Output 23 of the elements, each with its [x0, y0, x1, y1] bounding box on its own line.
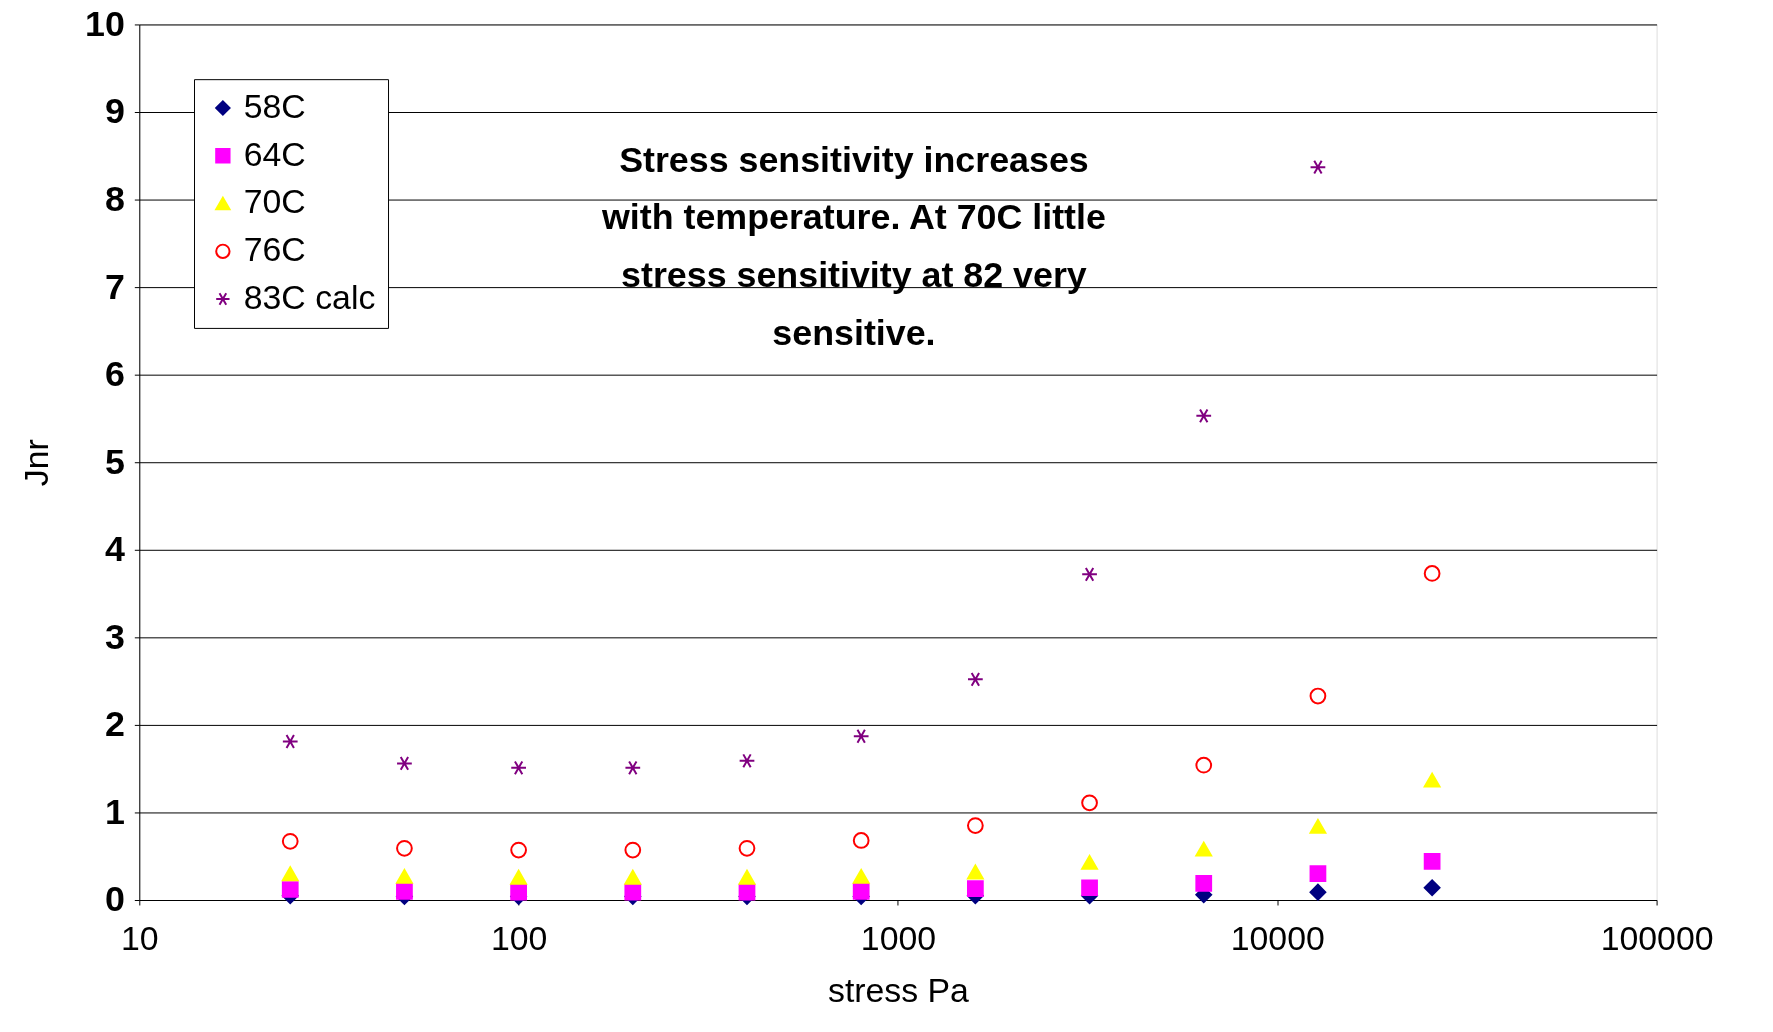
- y-tick-label: 8: [104, 179, 125, 220]
- y-tick-label: 6: [104, 354, 125, 395]
- y-tick-label: 4: [104, 529, 125, 570]
- y-tick-label: 1: [104, 791, 125, 832]
- legend-label: 76C: [243, 230, 306, 269]
- x-tick-label: 10000: [1230, 919, 1325, 958]
- x-axis-title: stress Pa: [827, 970, 970, 1009]
- y-tick-label: 0: [104, 879, 125, 920]
- x-tick-label: 100000: [1600, 919, 1714, 958]
- y-tick-label: 2: [104, 704, 125, 745]
- y-tick-label: 5: [104, 441, 125, 482]
- x-tick-label: 1000: [860, 919, 937, 958]
- annotation: Stress sensitivity increases with temperature. At 70C little stress sensitivity at 82 very sensitive.: [600, 139, 1106, 353]
- legend-label: 83C calc: [243, 278, 376, 317]
- y-tick-label: 10: [85, 3, 125, 44]
- legend-label: 64C: [243, 134, 306, 173]
- y-tick-label: 7: [104, 266, 125, 307]
- x-tick-label: 100: [490, 919, 548, 958]
- legend-label: 70C: [243, 182, 306, 221]
- y-tick-label: 3: [104, 616, 125, 657]
- y-tick-label: 9: [104, 91, 125, 132]
- legend-label: 58C: [243, 86, 306, 125]
- y-axis-title: Jnr: [17, 439, 56, 487]
